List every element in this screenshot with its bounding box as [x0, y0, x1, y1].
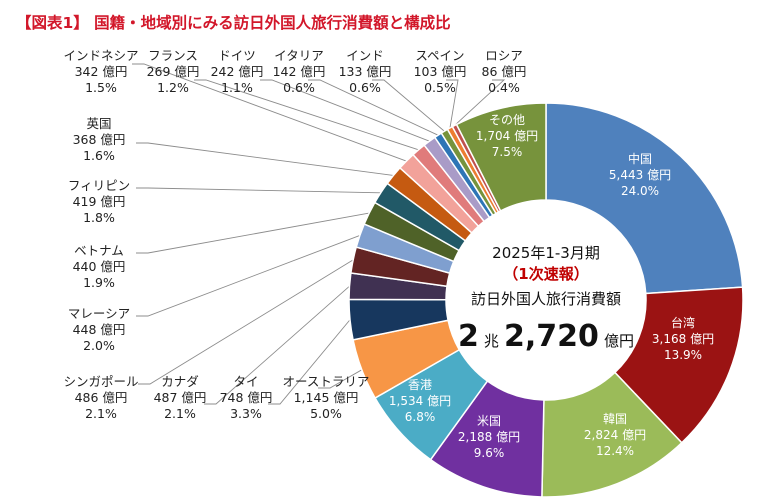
slice-label-インド-share: 0.6%	[349, 80, 381, 95]
slice-label-スペイン-name: スペイン	[415, 48, 464, 63]
slice-label-マレーシア-name: マレーシア	[68, 306, 130, 321]
slice-label-インド-value: 133 億円	[339, 64, 392, 79]
slice-label-フィリピン-share: 1.8%	[83, 210, 115, 225]
slice-label-米国-value: 2,188 億円	[458, 430, 520, 444]
slice-label-イタリア-share: 0.6%	[283, 80, 315, 95]
slice-label-英国-name: 英国	[86, 116, 111, 131]
slice-label-ドイツ-value: 242 億円	[211, 64, 264, 79]
slice-label-韓国-value: 2,824 億円	[584, 428, 646, 442]
slice-label-オーストラリア-value: 1,145 億円	[294, 390, 359, 405]
slice-label-マレーシア-value: 448 億円	[73, 322, 126, 337]
slice-その他	[455, 102, 547, 212]
leader-line-マレーシア	[136, 234, 361, 317]
slice-label-その他-value: 1,704 億円	[476, 129, 538, 143]
leader-line-インド	[372, 79, 445, 132]
leader-line-ロシア	[454, 79, 506, 126]
leader-line-タイ	[268, 319, 351, 405]
slice-label-中国-share: 24.0%	[621, 184, 659, 198]
slice-label-ドイツ-name: ドイツ	[218, 48, 256, 63]
slice-label-その他-name: その他	[489, 113, 525, 127]
center-total-unit-cho: 兆	[484, 332, 499, 350]
slice-label-台湾-share: 13.9%	[664, 348, 702, 362]
center-metric-label: 訪日外国人旅行消費額	[471, 290, 621, 308]
slice-label-スペイン-share: 0.5%	[424, 80, 456, 95]
slice-labels: 中国 5,443 億円 24.0% 台湾 3,168 億円 13.9% 韓国 2,824 億円…	[63, 48, 714, 460]
leader-line-スペイン	[446, 79, 459, 129]
slice-label-ベトナム-share: 1.9%	[83, 275, 115, 290]
leader-line-ベトナム	[136, 212, 370, 254]
slice-label-タイ-name: タイ	[233, 374, 258, 389]
slice-label-ドイツ-share: 1.1%	[221, 80, 253, 95]
leader-line-オーストラリア	[318, 369, 363, 389]
slice-label-ベトナム-name: ベトナム	[74, 243, 124, 258]
slice-label-中国-value: 5,443 億円	[609, 168, 671, 182]
slice-label-台湾-value: 3,168 億円	[652, 332, 714, 346]
slice-label-マレーシア-share: 2.0%	[83, 338, 115, 353]
leader-line-英国	[136, 142, 394, 176]
center-total: 2 兆 2,720 億円	[458, 319, 634, 354]
slice-label-その他-share: 7.5%	[492, 145, 523, 159]
slice-label-フランス-share: 1.2%	[157, 80, 189, 95]
slice-label-カナダ-name: カナダ	[161, 374, 199, 389]
center-total-oku: 2,720	[504, 319, 599, 354]
center-flash-label: （1次速報）	[503, 265, 588, 283]
slice-label-米国-name: 米国	[477, 414, 501, 428]
slice-label-カナダ-value: 487 億円	[154, 390, 207, 405]
slice-label-ロシア-share: 0.4%	[488, 80, 520, 95]
slice-label-オーストラリア-share: 5.0%	[310, 406, 342, 421]
leader-line-イタリア	[308, 79, 439, 136]
center-total-unit-okuen: 億円	[604, 332, 634, 350]
slice-label-シンガポール-share: 2.1%	[85, 406, 117, 421]
slice-label-ロシア-name: ロシア	[485, 48, 523, 63]
slice-label-カナダ-share: 2.1%	[164, 406, 196, 421]
slice-label-香港-value: 1,534 億円	[389, 394, 451, 408]
slice-label-シンガポール-value: 486 億円	[75, 390, 128, 405]
slice-label-タイ-share: 3.3%	[230, 406, 262, 421]
slice-label-韓国-share: 12.4%	[596, 444, 634, 458]
leader-line-シンガポール	[138, 259, 354, 385]
leader-lines	[132, 63, 506, 405]
slice-label-米国-share: 9.6%	[474, 446, 505, 460]
slice-label-英国-share: 1.6%	[83, 148, 115, 163]
leader-line-カナダ	[204, 285, 350, 405]
slice-label-タイ-value: 748 億円	[220, 390, 273, 405]
slice-label-シンガポール-name: シンガポール	[63, 374, 138, 389]
donut-slices	[348, 102, 744, 498]
slice-label-ロシア-value: 86 億円	[482, 64, 527, 79]
slice-label-フランス-name: フランス	[148, 48, 198, 63]
leader-line-フィリピン	[136, 187, 381, 194]
leader-line-インドネシア	[132, 63, 407, 162]
center-summary: 2025年1-3月期 （1次速報） 訪日外国人旅行消費額 2 兆 2,720 億…	[458, 244, 634, 354]
slice-label-スペイン-value: 103 億円	[414, 64, 467, 79]
center-period: 2025年1-3月期	[492, 244, 600, 262]
slice-中国	[545, 102, 744, 295]
slice-label-フランス-value: 269 億円	[147, 64, 200, 79]
slice-label-ベトナム-value: 440 億円	[73, 259, 126, 274]
slice-label-英国-value: 368 億円	[73, 132, 126, 147]
leader-line-ドイツ	[260, 79, 430, 142]
slice-label-香港-share: 6.8%	[405, 410, 436, 424]
slice-label-イタリア-name: イタリア	[274, 48, 324, 63]
slice-label-フィリピン-value: 419 億円	[73, 194, 126, 209]
slice-label-インドネシア-value: 342 億円	[75, 64, 128, 79]
slice-label-香港-name: 香港	[408, 378, 432, 392]
center-total-trillions: 2	[458, 319, 479, 354]
slice-label-台湾-name: 台湾	[671, 315, 695, 330]
slice-label-インドネシア-share: 1.5%	[85, 80, 117, 95]
slice-label-オーストラリア-name: オーストラリア	[283, 374, 370, 389]
slice-label-イタリア-value: 142 億円	[273, 64, 326, 79]
slice-label-韓国-name: 韓国	[603, 412, 627, 426]
slice-label-中国-name: 中国	[628, 151, 652, 166]
leader-line-フランス	[194, 79, 419, 151]
chart-title: 【図表1】 国籍・地域別にみる訪日外国人旅行消費額と構成比	[16, 13, 451, 32]
slice-label-インド-name: インド	[346, 48, 384, 63]
slice-label-インドネシア-name: インドネシア	[63, 48, 138, 63]
slice-label-フィリピン-name: フィリピン	[68, 178, 130, 193]
